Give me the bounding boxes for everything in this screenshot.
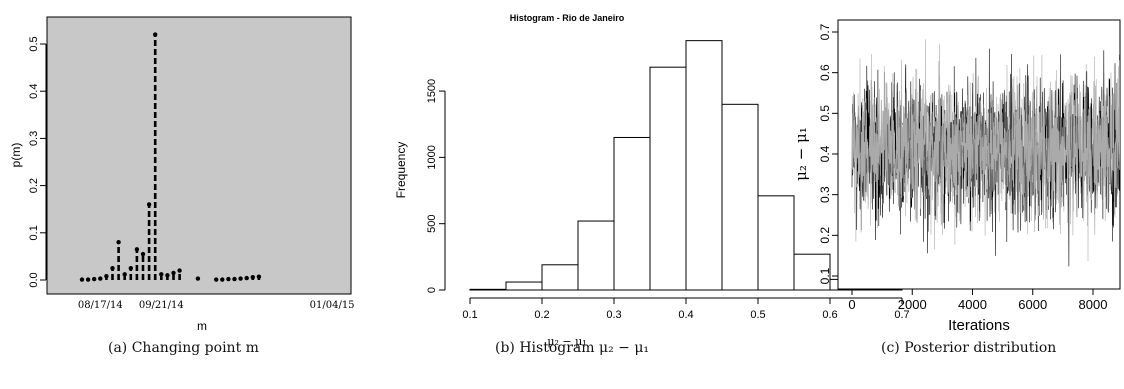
histogram-bar [541, 264, 579, 291]
histogram-bar [793, 253, 831, 291]
y-tick-label: 0.0 [28, 272, 40, 287]
y-tick-label: 0.3 [28, 131, 40, 146]
data-point [134, 247, 140, 252]
x-tick-label: 0.1 [462, 309, 477, 321]
histogram-bar [685, 40, 723, 291]
y-tick-label: 500 [426, 215, 438, 233]
x-tick-label: 4000 [958, 297, 987, 312]
y-tick-label: 0.4 [28, 84, 40, 99]
caption-a: (a) Changing point m [108, 340, 259, 356]
x-axis-label: Iterations [948, 317, 1010, 334]
x-tick-label: 08/17/14 [78, 300, 123, 311]
histogram-bar [757, 195, 795, 291]
histogram-bar [577, 220, 615, 291]
posterior-trace-chart: 0 2000 4000 6000 8000 Iterations 0.1 0.2 0.3 0.4 0… [792, 19, 1121, 334]
histogram-bar [469, 288, 507, 291]
data-point [79, 277, 85, 282]
data-point [238, 276, 243, 281]
data-point [220, 277, 225, 282]
x-tick-label: 0.6 [822, 309, 837, 321]
data-point [85, 277, 91, 282]
x-tick-label: 0.7 [894, 309, 909, 321]
plot-area [46, 16, 352, 295]
x-tick-label: 0 [848, 297, 855, 312]
caption-c: (c) Posterior distribution [881, 340, 1057, 356]
histogram-bar [649, 66, 687, 291]
y-tick-label: 0.6 [818, 64, 832, 81]
histogram-bar [721, 103, 759, 291]
x-tick-label: 8000 [1079, 297, 1108, 312]
caption-b: (b) Histogram μ₂ − μ₁ [495, 340, 650, 356]
x-tick-label: 0.2 [534, 309, 549, 321]
data-point [140, 251, 146, 257]
data-point [146, 202, 152, 207]
data-point [153, 32, 158, 37]
data-point [116, 240, 121, 245]
y-axis-label: μ₂ − μ₁ [792, 127, 810, 181]
data-point [159, 272, 164, 277]
histogram-bar [613, 136, 651, 291]
changing-point-chart: 0.0 0.1 0.2 0.3 0.4 0.5 p(m) 08/17/14 09/21/14 01… [9, 16, 355, 333]
data-point [256, 274, 262, 279]
data-point [128, 266, 133, 271]
y-tick-label: 1500 [426, 79, 438, 103]
data-point [122, 272, 127, 277]
data-point [195, 276, 201, 281]
data-point [232, 276, 237, 282]
data-point [110, 266, 115, 271]
data-point [226, 276, 231, 282]
x-tick-label: 6000 [1018, 297, 1047, 312]
histogram-chart: Histogram - Rio de Janeiro 0.1 0.2 0.3 0.4 0.… [394, 13, 910, 348]
y-tick-label: 0.5 [818, 105, 832, 122]
data-point [104, 274, 109, 279]
y-axis-label: p(m) [9, 143, 23, 168]
x-tick-label: 09/21/14 [139, 300, 184, 311]
x-axis-label: μ₂ − μ₁ [547, 335, 586, 348]
x-tick-label: 0.4 [678, 309, 693, 321]
x-tick-label: 0.5 [750, 309, 765, 321]
x-axis-label: m [197, 319, 207, 333]
y-tick-label: 0.1 [28, 225, 40, 240]
y-tick-label: 1000 [426, 145, 438, 169]
data-point [244, 275, 249, 281]
data-point [177, 268, 182, 273]
data-point [250, 274, 255, 280]
y-axis-label: Frequency [394, 142, 408, 199]
x-tick-label: 0.3 [606, 309, 621, 321]
y-tick-label: 0 [426, 287, 438, 293]
data-point [214, 277, 219, 282]
y-tick-label: 0.2 [818, 227, 832, 244]
y-tick-label: 0.1 [818, 267, 832, 284]
data-point [165, 273, 170, 278]
y-tick-label: 0.2 [28, 178, 40, 193]
y-tick-label: 0.5 [28, 36, 40, 51]
histogram-bar [505, 281, 543, 291]
data-point [171, 270, 176, 276]
y-tick-label: 0.3 [818, 186, 832, 203]
chart-title: Histogram - Rio de Janeiro [510, 13, 625, 23]
trace-series-line [851, 39, 1120, 262]
x-tick-label: 2000 [898, 297, 927, 312]
data-point [98, 276, 103, 281]
y-tick-label: 0.4 [818, 145, 832, 162]
x-tick-label: 01/04/15 [310, 300, 355, 311]
data-point [92, 276, 97, 282]
y-tick-label: 0.7 [818, 23, 832, 40]
